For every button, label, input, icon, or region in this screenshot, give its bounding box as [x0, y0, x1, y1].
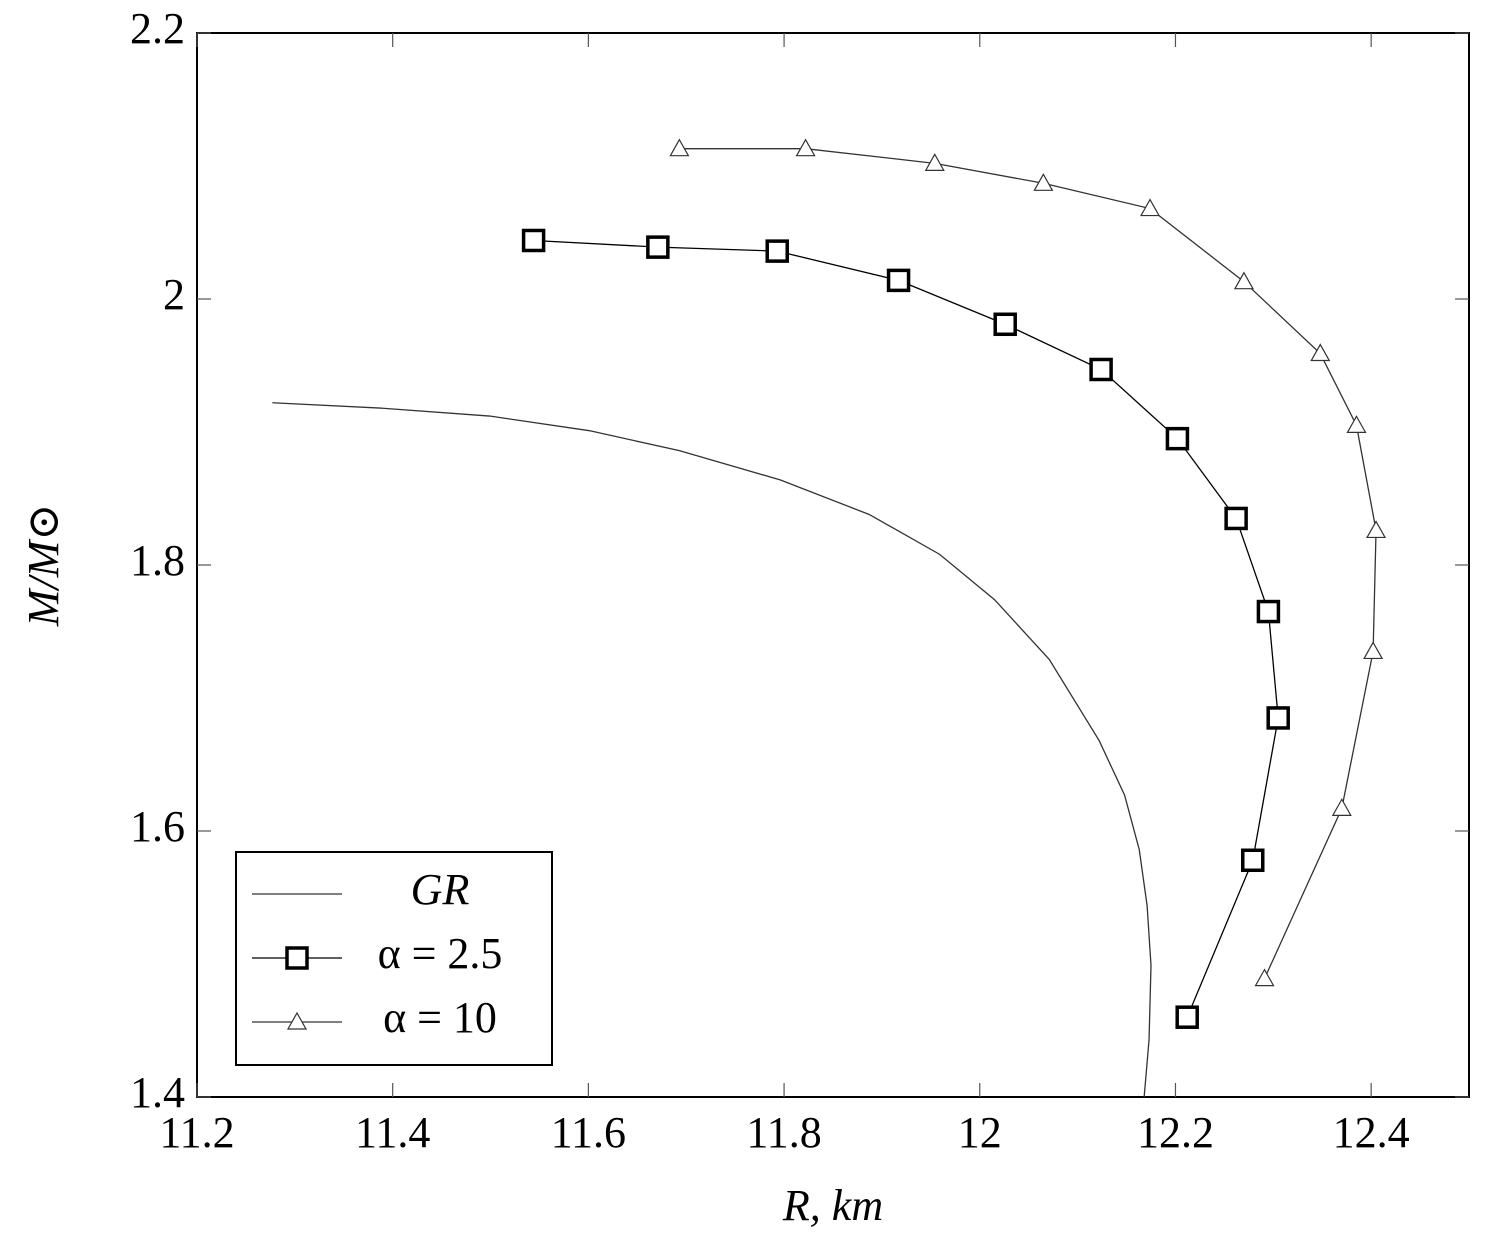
legend-marker [285, 946, 309, 970]
marker [886, 268, 911, 293]
marker [1363, 641, 1384, 660]
x-tick-label: 12 [958, 1108, 1002, 1157]
marker [924, 153, 945, 171]
marker [1233, 271, 1254, 290]
y-tick-label: 1.8 [130, 536, 185, 585]
x-axis-label: R, km [782, 1181, 883, 1230]
plot-area [272, 138, 1387, 1097]
marker [1256, 599, 1281, 624]
y-tick-label: 1.4 [130, 1068, 185, 1117]
marker [669, 138, 690, 157]
series-line [679, 148, 1377, 979]
series-line [272, 402, 1152, 1097]
x-tick-label: 12.2 [1137, 1108, 1214, 1157]
marker [1033, 173, 1054, 191]
marker [1089, 357, 1113, 382]
marker [646, 235, 670, 259]
marker [765, 239, 789, 263]
marker [1254, 968, 1275, 987]
y-tick-label: 2 [163, 270, 185, 319]
marker [1346, 415, 1367, 433]
x-tick-label: 11.2 [159, 1108, 234, 1157]
legend-label: GR [411, 865, 470, 914]
marker [993, 312, 1017, 337]
marker [1310, 343, 1331, 362]
x-tick-label: 11.6 [551, 1108, 626, 1157]
marker [521, 228, 546, 253]
legend-marker [286, 1011, 308, 1030]
marker [1139, 198, 1161, 217]
y-axis-label: M/M⊙ [19, 504, 68, 627]
series-line [533, 239, 1279, 1018]
marker [795, 138, 816, 157]
marker [1241, 848, 1265, 873]
y-tick-label: 1.6 [130, 802, 185, 851]
marker [1224, 506, 1248, 531]
x-tick-label: 11.8 [746, 1108, 821, 1157]
legend-label: α = 10 [383, 993, 497, 1042]
marker [1331, 798, 1352, 816]
marker [1266, 706, 1290, 730]
y-tick-label: 2.2 [130, 4, 185, 53]
x-tick-label: 11.4 [355, 1108, 430, 1157]
x-tick-label: 12.4 [1333, 1108, 1410, 1157]
marker [1165, 426, 1190, 451]
marker [1366, 520, 1387, 539]
marker [1175, 1005, 1199, 1029]
legend-label: α = 2.5 [378, 929, 503, 978]
